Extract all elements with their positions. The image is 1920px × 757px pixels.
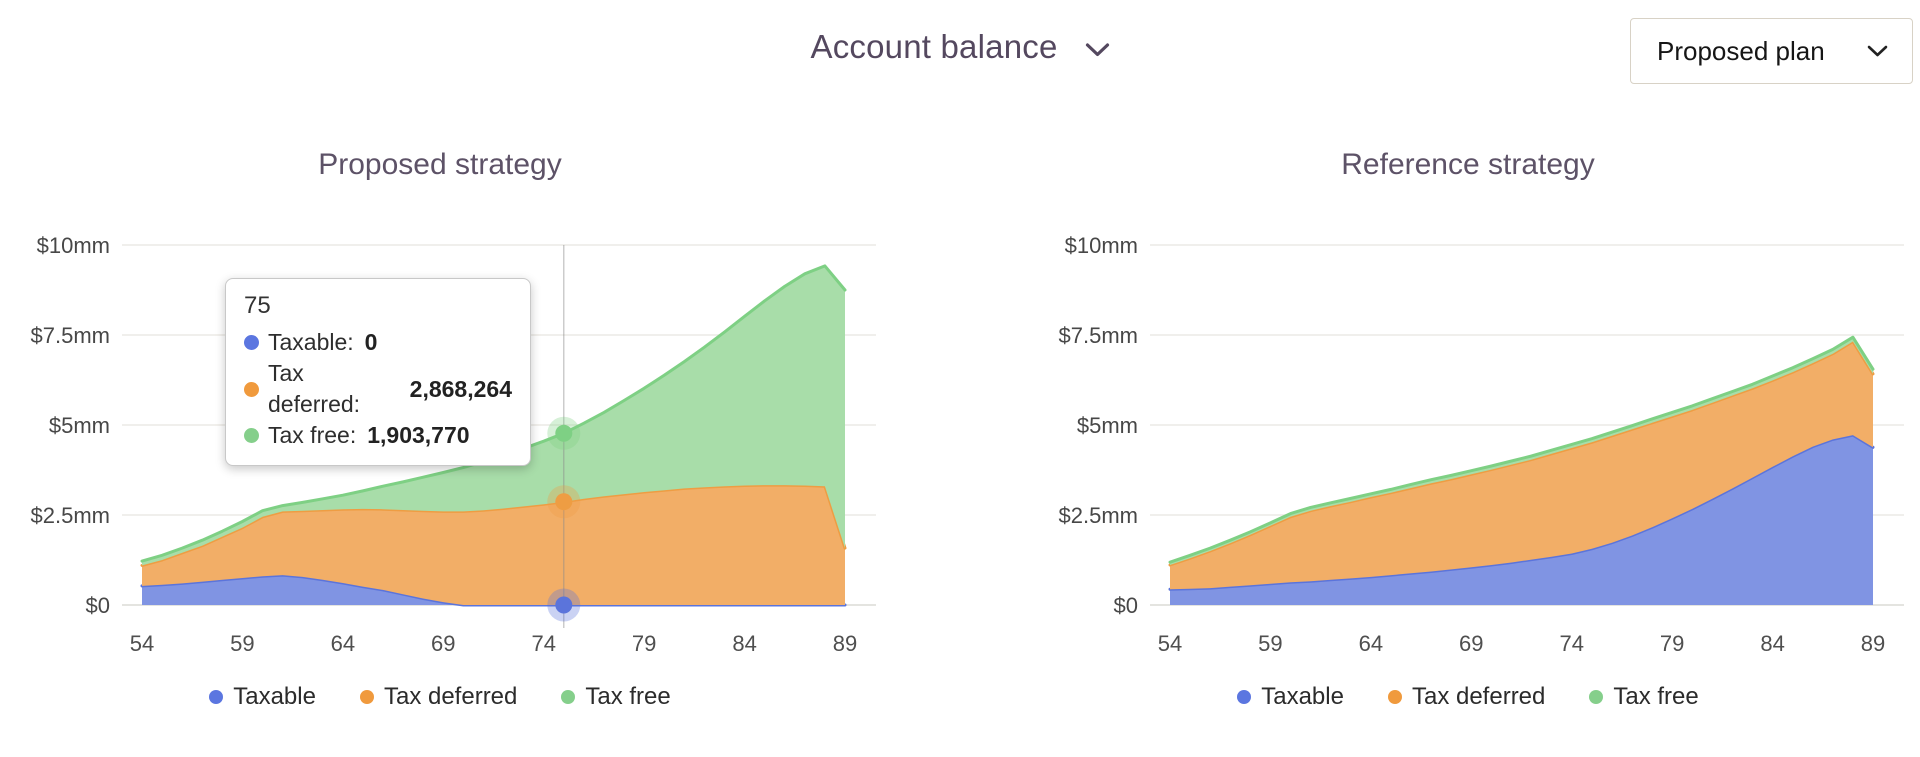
- legend-label: Tax free: [585, 683, 671, 710]
- x-axis-label: 54: [1158, 631, 1182, 656]
- taxable-dot-icon: [209, 690, 224, 704]
- legend-item-tax-deferred[interactable]: Tax deferred: [1387, 683, 1546, 711]
- hover-dot-tax-deferred[interactable]: [555, 493, 573, 511]
- tax-free-dot-icon: [561, 690, 576, 704]
- legend-label: Taxable: [1261, 683, 1344, 710]
- tooltip-value: 0: [364, 329, 378, 355]
- y-axis-label: $7.5mm: [31, 323, 110, 348]
- chart-tooltip: 75 Taxable: 0 Tax deferred: 2,868,264 Ta…: [225, 278, 531, 466]
- taxable-dot-icon: [1237, 690, 1252, 704]
- x-axis-label: 89: [1861, 631, 1885, 656]
- x-axis-label: 59: [1258, 631, 1282, 656]
- proposed-strategy-section: Proposed strategy $10mm $7.5mm $5mm $2.5mm $…: [0, 130, 880, 730]
- x-axis-label: 69: [431, 631, 455, 656]
- tooltip-label: Taxable:: [268, 329, 354, 355]
- tooltip-value: 2,868,264: [409, 375, 512, 402]
- x-axis-label: 64: [331, 631, 355, 656]
- x-axis-label: 79: [632, 631, 656, 656]
- x-axis-label: 79: [1660, 631, 1684, 656]
- area-tax-deferred: [1170, 341, 1873, 590]
- tooltip-age: 75: [244, 292, 271, 319]
- tax-deferred-dot-icon: [1387, 690, 1402, 704]
- hover-dot-tax-free[interactable]: [555, 424, 573, 442]
- x-axis-label: 84: [732, 631, 756, 656]
- y-axis-label: $2.5mm: [31, 503, 110, 528]
- legend-item-taxable[interactable]: Taxable: [209, 683, 316, 711]
- x-axis-label: 89: [833, 631, 857, 656]
- chart-legend: Taxable Tax deferred Tax free: [0, 683, 880, 711]
- tooltip-row-taxable: Taxable: 0: [244, 327, 512, 358]
- y-axis-label: $0: [1114, 593, 1138, 618]
- x-axis-label: 54: [130, 631, 154, 656]
- chevron-down-icon: [1867, 45, 1888, 57]
- account-balance-title-dropdown[interactable]: Account balance: [810, 28, 1110, 66]
- tax-free-dot-icon: [1589, 690, 1604, 704]
- reference-strategy-area-chart[interactable]: $10mm $7.5mm $5mm $2.5mm $0 54 59 64 69 74 79 84 89: [1028, 228, 1908, 658]
- proposed-strategy-area-chart[interactable]: $10mm $7.5mm $5mm $2.5mm $0 54 59 64 69 74 79 84 89: [0, 228, 880, 658]
- reference-strategy-section: Reference strategy $10mm $7.5mm $5mm $2.5mm…: [1028, 130, 1908, 730]
- x-axis-label: 74: [531, 631, 555, 656]
- y-axis-label: $2.5mm: [1059, 503, 1138, 528]
- chevron-down-icon: [1085, 43, 1110, 57]
- hover-dot-taxable[interactable]: [555, 596, 573, 614]
- plan-select-dropdown[interactable]: Proposed plan: [1630, 18, 1913, 84]
- tooltip-value: 1,903,770: [367, 422, 470, 448]
- x-axis-label: 74: [1559, 631, 1583, 656]
- tooltip-label: Tax free:: [268, 422, 357, 448]
- area-tax-free: [142, 265, 845, 566]
- y-axis-label: $5mm: [1077, 413, 1138, 438]
- tax-deferred-dot-icon: [359, 690, 374, 704]
- page-title-text: Account balance: [810, 28, 1058, 65]
- legend-label: Taxable: [233, 683, 316, 710]
- area-taxable: [1170, 435, 1873, 605]
- tax-free-dot-icon: [244, 428, 259, 443]
- tooltip-row-tax-free: Tax free: 1,903,770: [244, 420, 512, 451]
- legend-item-tax-free[interactable]: Tax free: [561, 683, 671, 711]
- plan-select-value: Proposed plan: [1657, 35, 1825, 66]
- y-axis-label: $7.5mm: [1059, 323, 1138, 348]
- legend-label: Tax deferred: [1411, 683, 1546, 710]
- chart-legend: Taxable Tax deferred Tax free: [1028, 683, 1908, 711]
- line-tax-free: [1168, 335, 1875, 564]
- legend-label: Tax free: [1613, 683, 1699, 710]
- legend-label: Tax deferred: [383, 683, 518, 710]
- tax-deferred-dot-icon: [244, 381, 259, 397]
- area-tax-deferred: [142, 485, 845, 605]
- taxable-dot-icon: [244, 335, 259, 350]
- y-axis-label: $10mm: [1065, 233, 1138, 258]
- x-axis-label: 69: [1459, 631, 1483, 656]
- tooltip-label: Tax deferred:: [268, 360, 361, 417]
- x-axis-label: 59: [230, 631, 254, 656]
- area-taxable: [142, 575, 845, 605]
- chart-title-reference: Reference strategy: [1341, 148, 1595, 181]
- tooltip-row-tax-deferred: Tax deferred: 2,868,264: [244, 358, 512, 420]
- legend-item-tax-free[interactable]: Tax free: [1589, 683, 1699, 711]
- y-axis-label: $5mm: [49, 413, 110, 438]
- x-axis-label: 84: [1760, 631, 1784, 656]
- legend-item-taxable[interactable]: Taxable: [1237, 683, 1344, 711]
- legend-item-tax-deferred[interactable]: Tax deferred: [359, 683, 518, 711]
- x-axis-label: 64: [1359, 631, 1383, 656]
- y-axis-label: $10mm: [37, 233, 110, 258]
- chart-title-proposed: Proposed strategy: [318, 148, 562, 181]
- y-axis-label: $0: [86, 593, 110, 618]
